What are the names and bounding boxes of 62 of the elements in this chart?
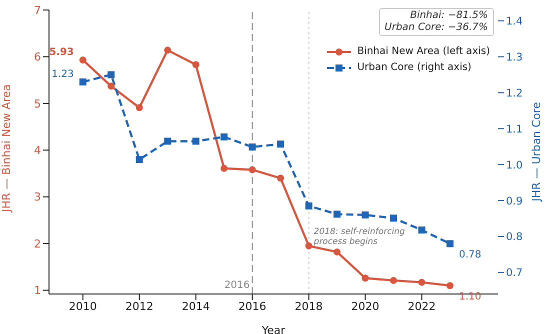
y-tick-label: 1 [34, 284, 41, 298]
y2-tick-label: 1.1 [506, 123, 523, 136]
point [362, 274, 369, 282]
point [390, 276, 398, 284]
legend-label: Urban Core (right axis) [357, 61, 472, 75]
x-tick-label: 2022 [408, 300, 436, 313]
point [192, 138, 200, 145]
y-tick-label: 6 [34, 50, 41, 64]
point [164, 138, 172, 145]
data-label: 1.10 [458, 292, 482, 303]
data-label: 0.78 [458, 250, 482, 261]
point [334, 210, 341, 218]
legend-label: Binhai New Area (left axis) [357, 45, 490, 59]
y-tick-label: 2 [34, 237, 41, 250]
point [390, 214, 398, 222]
point [446, 240, 454, 248]
point [418, 278, 426, 286]
x-tick-label: 2016 [238, 300, 266, 313]
point [418, 226, 426, 234]
data-label: 1.23 [52, 68, 74, 80]
x-tick-label: 2010 [68, 300, 97, 313]
y2-tick-label: 1.3 [506, 51, 523, 64]
point [277, 140, 284, 148]
annotation: 2018: self-reinforcing process begins [312, 227, 406, 248]
point [164, 46, 172, 54]
point [248, 143, 256, 150]
point [277, 174, 284, 182]
y-tick-label: 7 [34, 4, 41, 17]
annotation: Binhai: −81.5% Urban Core: −36.7% [378, 8, 494, 36]
x-tick-label: 2012 [125, 300, 154, 313]
point [108, 71, 115, 78]
y-tick-label: 5 [34, 97, 41, 110]
x-tick-label: 2018 [294, 300, 323, 313]
x-tick-label: 2014 [182, 300, 210, 313]
x-tick-label: 2020 [351, 300, 380, 313]
y2-tick-label: 1.2 [506, 87, 523, 100]
point [108, 82, 115, 90]
point [220, 133, 228, 140]
point [362, 211, 369, 218]
point [192, 61, 200, 68]
y2-tick-label: 0.7 [506, 267, 523, 280]
y2-axis-title: JHR — Urban Core [530, 102, 543, 202]
point [305, 202, 312, 210]
point [220, 164, 228, 172]
point [136, 104, 143, 112]
y2-tick-label: 0.8 [506, 231, 523, 244]
point [446, 282, 454, 290]
ref-line-label: 2016 [224, 280, 250, 291]
point [79, 56, 86, 64]
y-tick-label: 4 [34, 144, 41, 158]
point [305, 242, 312, 250]
data-label: 5.93 [49, 46, 74, 58]
point [248, 166, 256, 174]
point [136, 156, 143, 164]
y-tick-label: 3 [34, 190, 41, 204]
y2-tick-label: 0.9 [506, 195, 523, 208]
x-axis-title: Year [260, 324, 286, 334]
point [79, 78, 86, 86]
y2-tick-label: 1.0 [506, 159, 523, 172]
y2-tick-label: 1.4 [506, 16, 524, 28]
y-axis-title: JHR — Binhai New Area [0, 84, 13, 213]
point [334, 248, 341, 256]
